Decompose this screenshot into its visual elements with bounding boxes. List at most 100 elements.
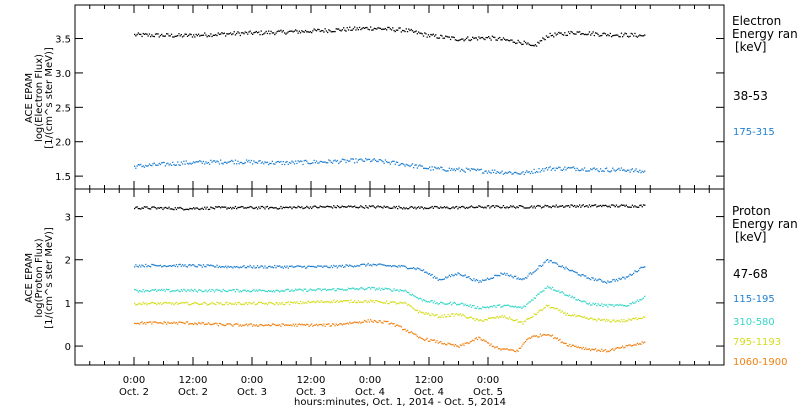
data-point xyxy=(404,265,406,267)
data-point xyxy=(607,320,609,322)
data-point xyxy=(479,319,481,321)
data-point xyxy=(177,289,179,291)
data-point xyxy=(371,286,373,289)
data-point xyxy=(255,324,257,326)
data-point xyxy=(354,26,356,28)
data-point xyxy=(511,349,513,351)
data-point xyxy=(457,303,459,305)
data-point xyxy=(272,32,275,34)
data-point xyxy=(361,27,363,30)
data-point xyxy=(490,343,492,345)
data-point xyxy=(352,287,355,289)
data-point xyxy=(630,303,632,305)
data-point xyxy=(554,336,556,339)
data-point xyxy=(200,160,202,163)
data-point xyxy=(185,160,187,162)
data-point xyxy=(392,323,394,325)
data-point xyxy=(479,337,481,339)
data-point xyxy=(395,324,398,326)
data-point xyxy=(209,265,211,267)
data-point xyxy=(174,265,176,268)
data-point xyxy=(365,288,367,290)
data-point xyxy=(443,206,446,208)
data-point xyxy=(136,289,138,292)
data-point xyxy=(324,325,326,327)
data-point xyxy=(284,290,286,292)
data-point xyxy=(368,205,371,207)
data-point xyxy=(357,265,359,267)
data-point xyxy=(565,169,567,171)
data-point xyxy=(308,31,310,33)
data-point xyxy=(335,28,337,30)
data-point xyxy=(167,265,169,267)
data-point xyxy=(260,301,262,304)
data-point xyxy=(430,33,432,36)
data-point xyxy=(205,208,207,210)
data-point xyxy=(483,339,485,341)
data-point xyxy=(516,42,518,44)
data-point xyxy=(459,170,461,172)
data-point xyxy=(312,265,314,268)
data-point xyxy=(259,289,261,291)
data-point xyxy=(464,316,466,318)
data-point xyxy=(478,308,480,310)
data-point xyxy=(242,163,244,165)
data-point xyxy=(150,208,152,210)
data-point xyxy=(150,35,152,38)
data-point xyxy=(189,264,191,266)
data-point xyxy=(626,345,629,347)
data-point xyxy=(631,274,634,276)
data-point xyxy=(461,206,463,208)
data-point xyxy=(274,163,276,165)
data-point xyxy=(538,336,540,338)
data-point xyxy=(194,265,196,267)
data-point xyxy=(183,160,185,162)
data-point xyxy=(564,294,566,296)
data-point xyxy=(218,322,221,325)
data-point xyxy=(542,309,544,311)
data-point xyxy=(188,208,190,211)
data-point xyxy=(424,167,426,169)
data-point xyxy=(322,301,324,303)
data-point xyxy=(169,208,171,210)
data-point xyxy=(312,325,314,327)
data-point xyxy=(299,324,302,326)
data-point xyxy=(218,289,221,291)
data-point xyxy=(281,31,283,33)
data-point xyxy=(507,349,509,351)
data-point xyxy=(227,33,229,35)
data-point xyxy=(438,207,441,209)
data-point xyxy=(306,31,308,33)
data-point xyxy=(231,159,233,162)
data-point xyxy=(197,322,200,324)
data-point xyxy=(244,324,246,326)
data-point xyxy=(204,206,206,208)
data-point xyxy=(421,33,423,35)
data-point xyxy=(512,349,514,351)
data-point xyxy=(209,288,211,291)
data-point xyxy=(360,205,362,207)
data-point xyxy=(239,206,241,208)
data-point xyxy=(301,266,303,268)
data-point xyxy=(625,344,627,347)
data-point xyxy=(210,303,212,305)
data-point xyxy=(422,208,425,210)
data-point xyxy=(453,207,455,209)
data-point xyxy=(319,265,321,267)
data-point xyxy=(366,288,368,290)
data-point xyxy=(433,315,436,317)
data-point xyxy=(173,290,175,292)
data-point xyxy=(432,277,434,279)
data-point xyxy=(411,267,414,270)
data-point xyxy=(496,39,498,41)
data-point xyxy=(593,318,595,320)
data-point xyxy=(340,30,342,32)
data-point xyxy=(436,302,438,304)
data-point xyxy=(268,289,270,292)
data-point xyxy=(157,33,159,35)
data-point xyxy=(184,208,186,211)
data-point xyxy=(437,167,439,169)
data-point xyxy=(512,306,514,308)
data-point xyxy=(274,207,276,209)
data-point xyxy=(345,289,347,291)
